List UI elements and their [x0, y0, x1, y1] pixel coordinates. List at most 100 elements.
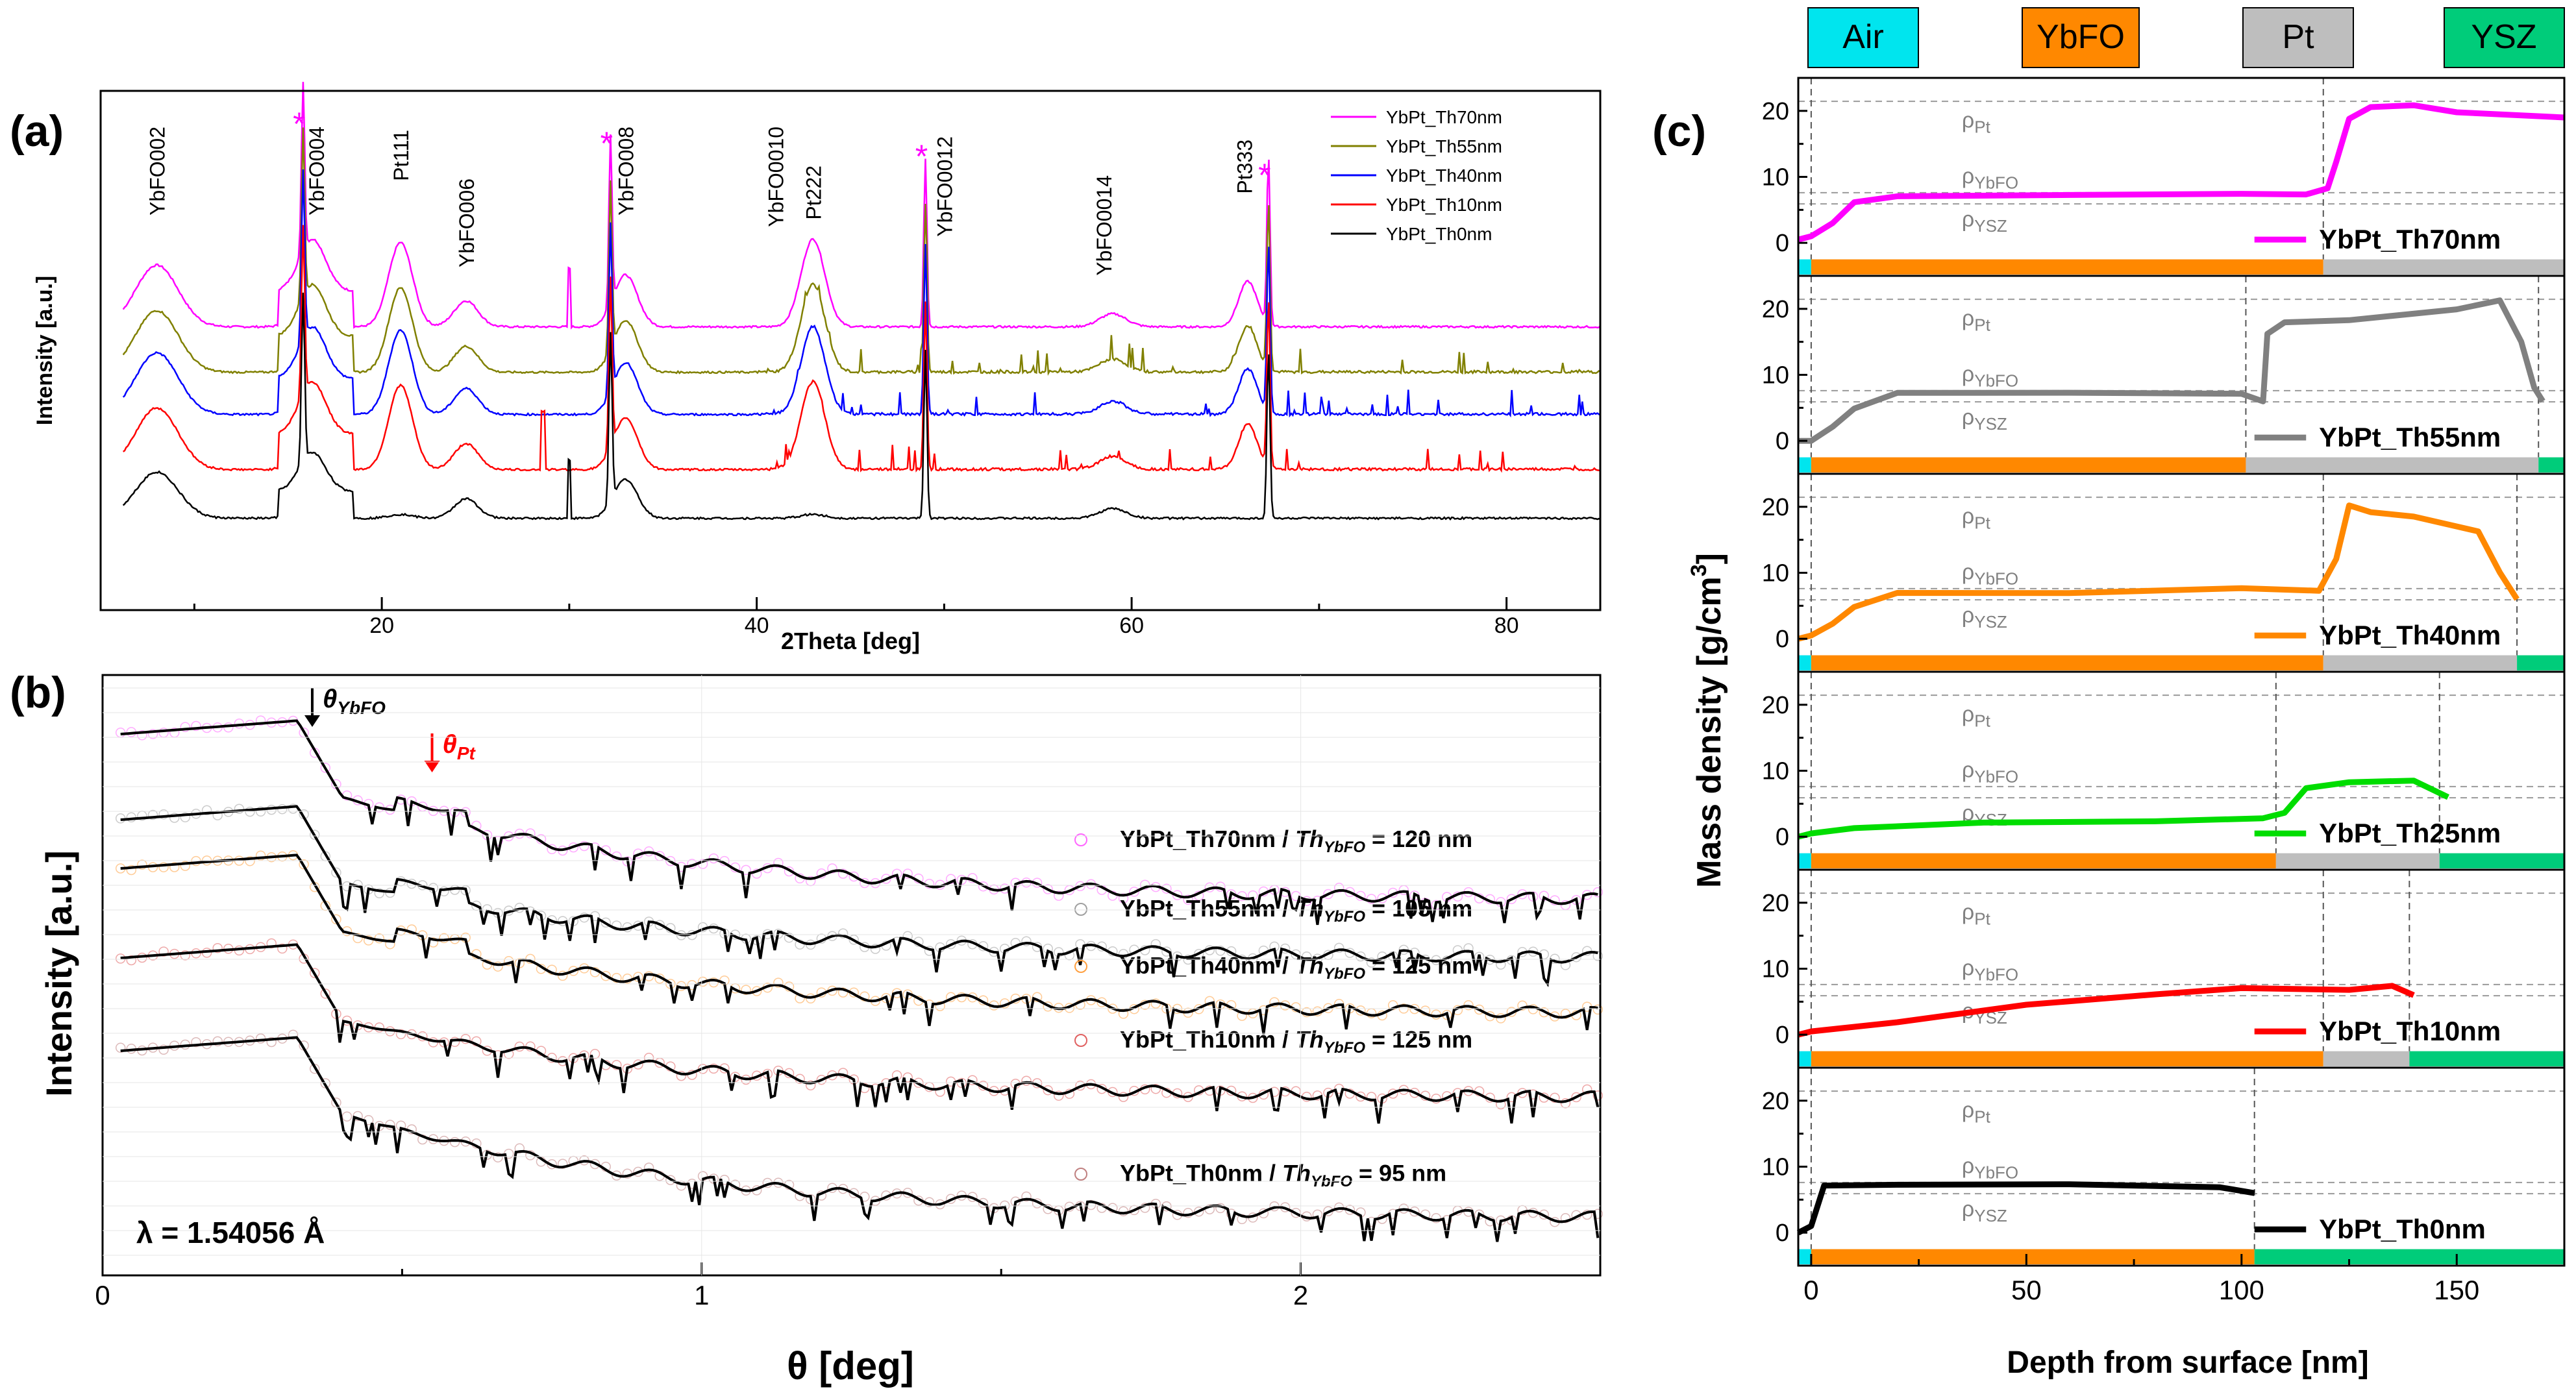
- xrr-data-point: [299, 859, 309, 870]
- rho-symbol: ρ: [1962, 504, 1974, 528]
- y-tick-label: 0: [1776, 626, 1789, 653]
- sample-th: Th: [1295, 895, 1324, 922]
- xrr-data-point: [191, 855, 201, 866]
- xrr-data-point: [1356, 1091, 1366, 1102]
- xrr-data-point: [881, 874, 891, 884]
- xrr-data-point: [493, 1152, 503, 1162]
- peak-label-YbFO0012: YbFO0012: [933, 136, 956, 237]
- xrr-data-point: [395, 1029, 406, 1040]
- xrr-data-point: [180, 812, 191, 822]
- xrr-data-point: [870, 944, 881, 954]
- critical-angle-symbol: θ: [443, 730, 457, 759]
- critical-angle-subscript: Pt: [457, 743, 477, 763]
- xrr-data-point: [1139, 879, 1150, 890]
- sample-thickness: = 95 nm: [1352, 1160, 1446, 1186]
- xrr-data-point: [374, 888, 385, 899]
- xrr-data-point: [331, 867, 341, 878]
- xrr-data-point: [1431, 1009, 1441, 1020]
- sample-th: Th: [1295, 826, 1324, 852]
- layer-bar-air: [1798, 1249, 1811, 1264]
- rho-symbol: ρ: [1962, 560, 1974, 585]
- xrr-data-point: [1172, 890, 1183, 900]
- sample-name: YbPt_Th0nm /: [1120, 1160, 1282, 1186]
- layer-bar-pt: [2246, 457, 2539, 473]
- xrr-data-point: [1021, 1075, 1032, 1086]
- xrr-data-point: [158, 1044, 169, 1055]
- density-legend-YbPt_Th70nm: YbPt_Th70nm: [2319, 224, 2501, 254]
- rho-symbol: ρ: [1962, 164, 1974, 189]
- rho-subscript: Pt: [1974, 1107, 1990, 1126]
- xrd-curve-YbPt_Th10nm: [122, 225, 1601, 473]
- sample-label-3: YbPt_Th10nm / ThYbFO = 125 nm: [1120, 1026, 1472, 1057]
- xrr-data-point: [978, 881, 989, 892]
- sample-name: YbPt_Th10nm /: [1120, 1026, 1295, 1053]
- y-tick-label: 10: [1762, 362, 1789, 389]
- density-profile-YbPt_Th40nm: [1797, 502, 2520, 642]
- critical-angle-arrowhead: [304, 715, 320, 727]
- xrr-data-point: [676, 1070, 687, 1081]
- xrr-data-point: [201, 805, 212, 816]
- rho-label: ρPt: [1962, 504, 1991, 532]
- y-tick-label: 20: [1762, 98, 1789, 125]
- x-tick-label: 0: [95, 1280, 110, 1310]
- xrr-data-point: [191, 720, 201, 731]
- rho-subscript: YSZ: [1974, 216, 2007, 236]
- xrd-curve-YbPt_Th0nm: [122, 292, 1601, 521]
- peak-label-Pt111: Pt111: [390, 130, 413, 181]
- rho-label: ρYbFO: [1962, 164, 2018, 193]
- xrr-data-point: [1269, 997, 1280, 1007]
- xrr-data-point: [385, 939, 395, 950]
- xrr-data-point: [460, 885, 471, 896]
- rho-label: ρPt: [1962, 1098, 1991, 1126]
- xrr-data-point: [1204, 996, 1215, 1007]
- panel-c-label: (c): [1652, 106, 1706, 156]
- xrr-data-point: [363, 935, 374, 946]
- substrate-peak-star: *: [915, 138, 928, 175]
- peak-label-Pt333: Pt333: [1233, 140, 1256, 194]
- xrr-data-point: [1431, 1213, 1441, 1223]
- xrr-data-point: [1560, 1213, 1571, 1223]
- legend-text-YbPt_Th0nm: YbPt_Th0nm: [1386, 224, 1492, 244]
- xrr-data-point: [665, 855, 676, 866]
- y-tick-label: 0: [1776, 1022, 1789, 1049]
- xrr-data-point: [1398, 1203, 1409, 1214]
- rho-symbol: ρ: [1962, 801, 1974, 826]
- xrr-data-point: [1356, 951, 1366, 962]
- sample-label-0: YbPt_Th70nm / ThYbFO = 120 nm: [1120, 826, 1472, 856]
- xrr-data-point: [277, 943, 288, 954]
- density-legend-YbPt_Th55nm: YbPt_Th55nm: [2319, 422, 2501, 452]
- xrr-data-point: [654, 920, 665, 930]
- density-profile-YbPt_Th70nm: [1797, 102, 2565, 243]
- xrr-data-point: [1463, 943, 1474, 953]
- rho-symbol: ρ: [1962, 956, 1974, 981]
- layer-bar-pt: [2323, 655, 2518, 670]
- x-tick-label: 20: [369, 613, 394, 638]
- sample-thickness: = 125 nm: [1365, 952, 1472, 979]
- xrd-peak-labels: YbFO002 YbFO004 Pt111 YbFO006 YbFO008 YbFO001…: [146, 106, 1271, 276]
- rho-subscript: YbFO: [1974, 371, 2018, 391]
- peak-label-YbFO0014: YbFO0014: [1093, 175, 1116, 276]
- substrate-peak-star: *: [601, 125, 613, 162]
- xrr-data-point: [1183, 894, 1193, 905]
- rho-label: ρYSZ: [1962, 405, 2007, 434]
- xrr-data-point: [1506, 894, 1517, 904]
- xrr-data-point: [449, 1136, 460, 1148]
- xrr-curves: [115, 715, 1604, 1242]
- xrr-data-point: [331, 914, 341, 925]
- rho-label: ρYbFO: [1962, 758, 2018, 787]
- density-profile-YbPt_Th55nm: [1798, 297, 2545, 444]
- xrr-data-point: [126, 812, 137, 823]
- xrr-data-point: [191, 1037, 201, 1048]
- layer-bar-air: [1798, 259, 1811, 275]
- panel-c-ylabel: Mass density [g/cm3]: [1687, 553, 1728, 888]
- xrr-data-point: [1118, 893, 1129, 903]
- xrr-data-point: [708, 1063, 719, 1074]
- y-tick-label: 20: [1762, 890, 1789, 917]
- xrr-data-point: [848, 871, 859, 882]
- rho-subscript: Pt: [1974, 513, 1990, 532]
